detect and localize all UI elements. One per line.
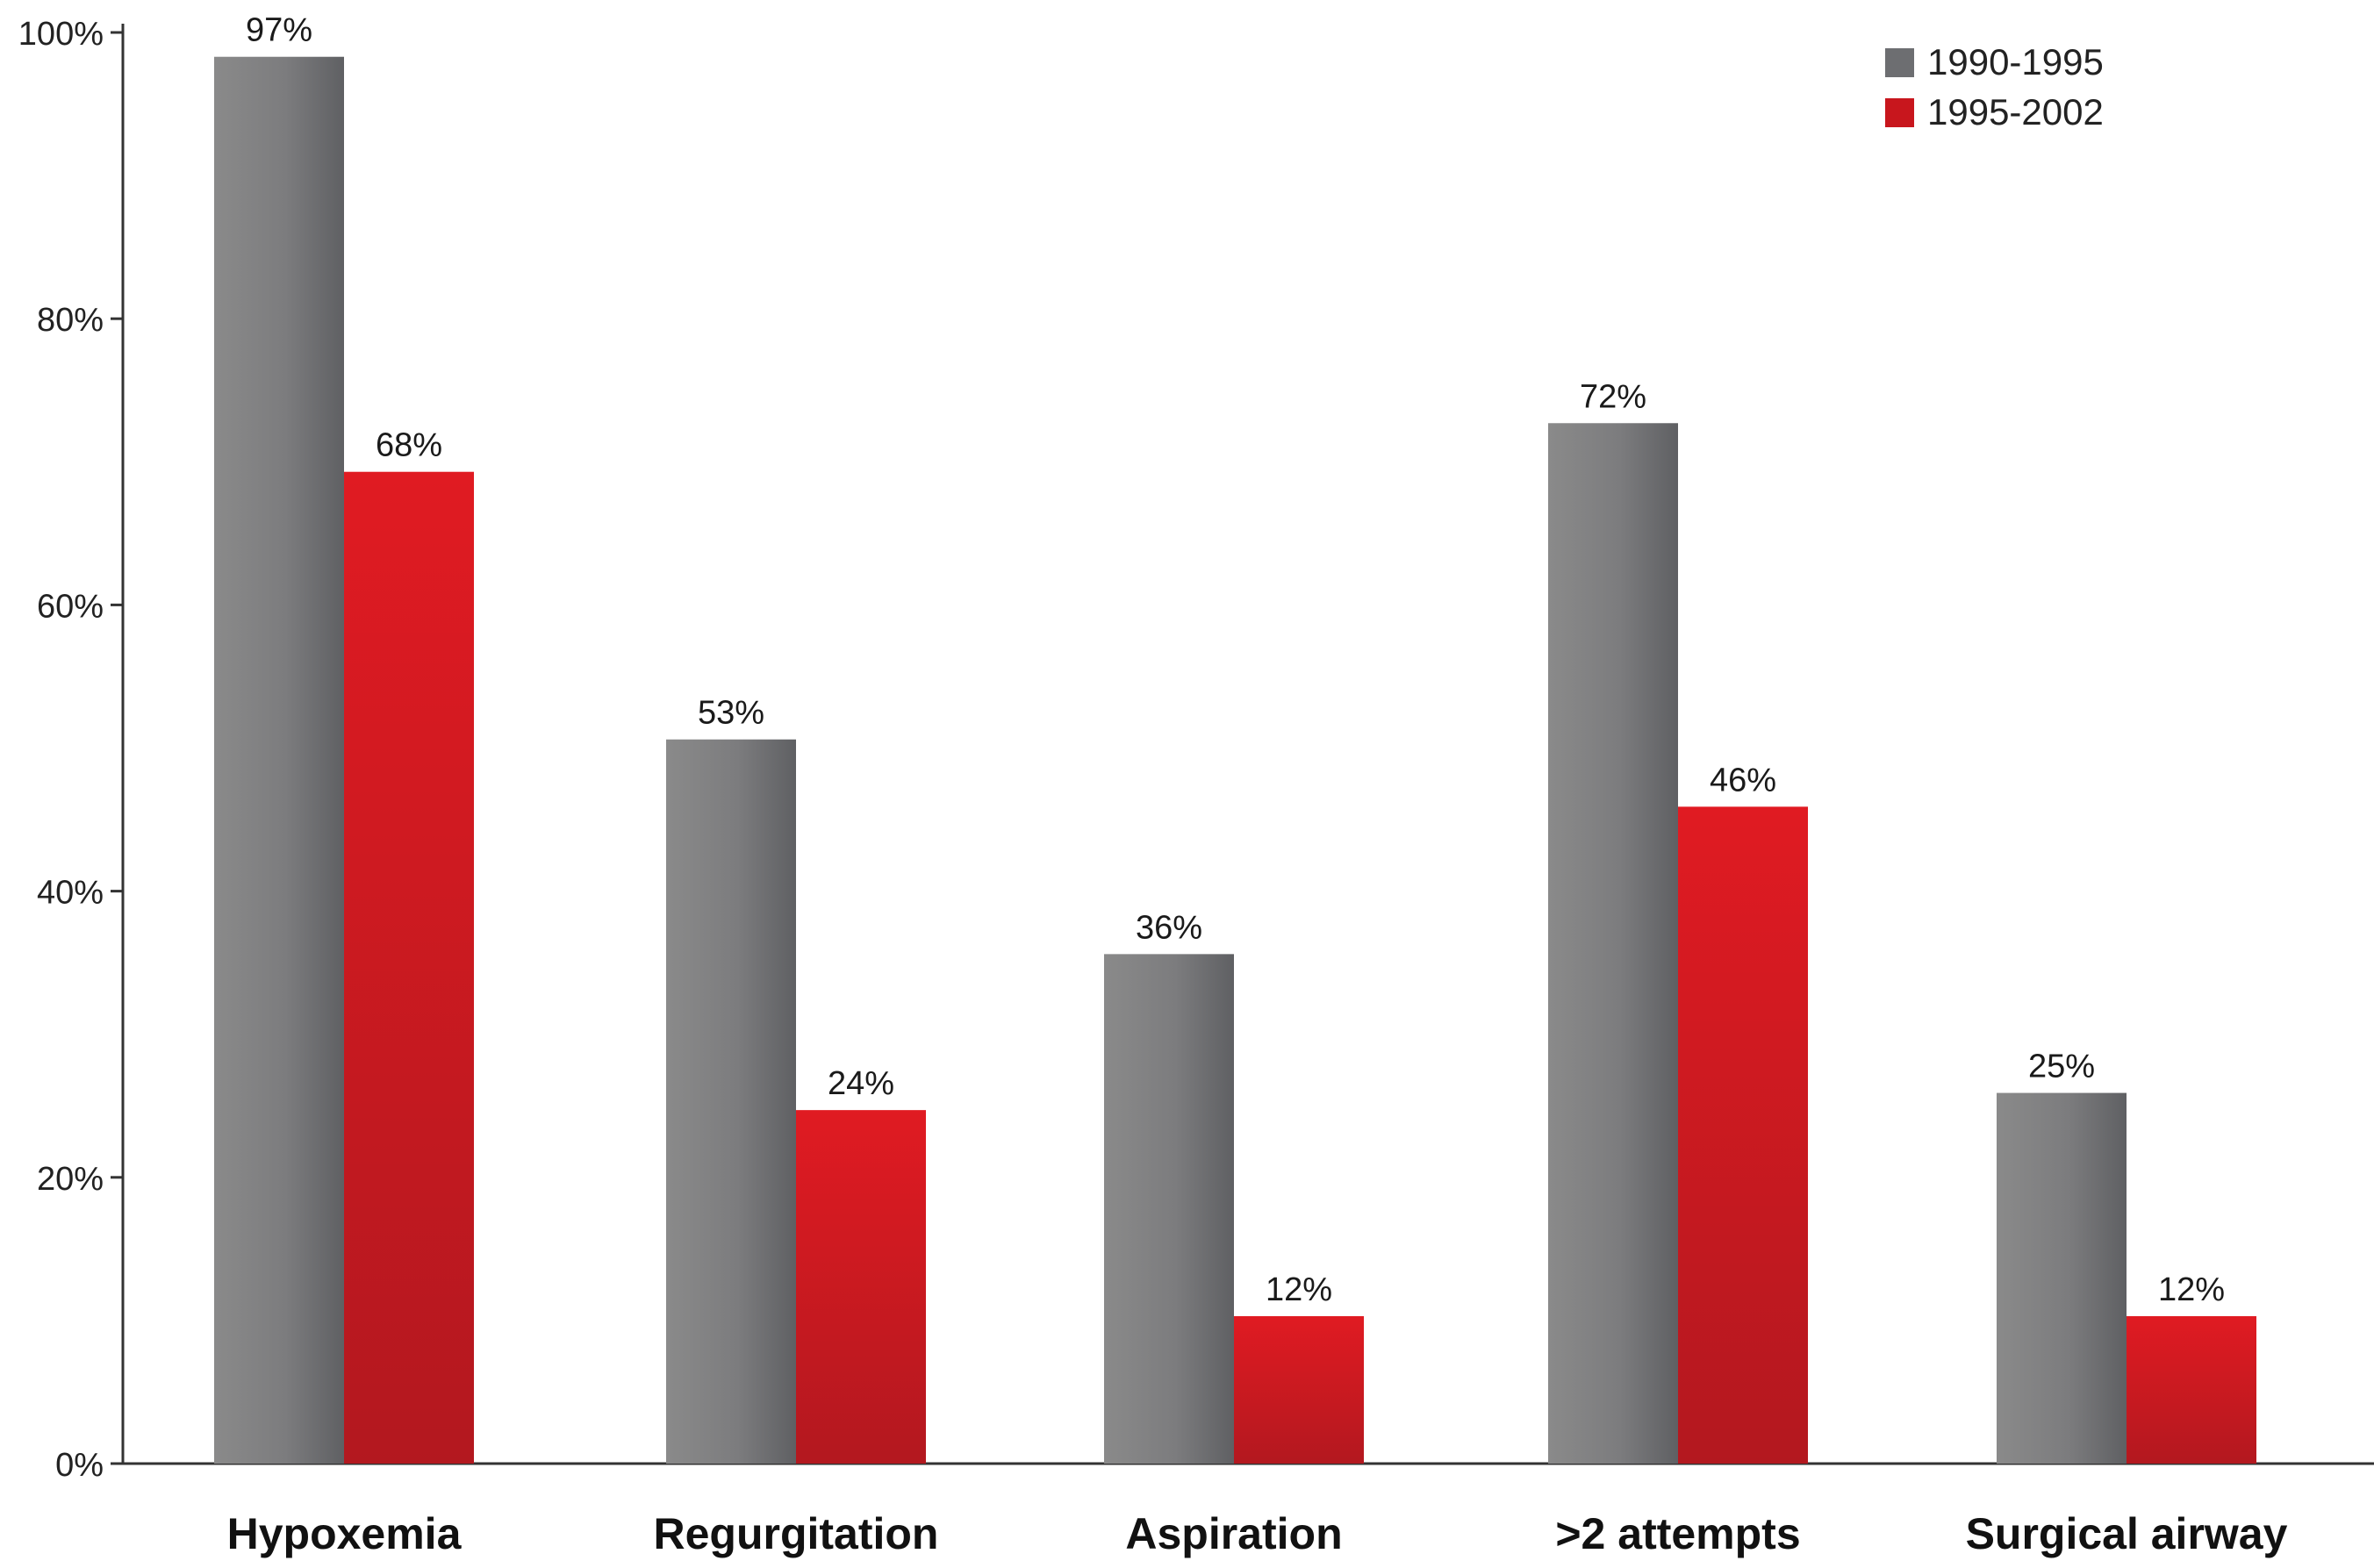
bar-1995-2002 xyxy=(796,1110,926,1464)
data-label: 53% xyxy=(698,695,764,732)
bar-1995-2002 xyxy=(2127,1316,2256,1464)
y-tick-label: 80% xyxy=(37,302,104,339)
y-tick-label: 20% xyxy=(37,1161,104,1198)
legend-label: 1995-2002 xyxy=(1927,91,2104,132)
bar-1990-1995 xyxy=(214,56,344,1464)
data-label: 24% xyxy=(828,1065,894,1102)
x-category-label: Surgical airway xyxy=(1966,1509,2288,1558)
data-label: 46% xyxy=(1710,762,1776,798)
x-category-label: Hypoxemia xyxy=(227,1509,463,1558)
bar-1995-2002 xyxy=(1234,1316,1364,1464)
bar-1990-1995 xyxy=(1548,423,1678,1464)
labels: 0% 20% 40% 60% 80% 100% 97% 53% 36% 72% 25% 68% 24% 1… xyxy=(18,12,2288,1558)
data-label: 36% xyxy=(1136,909,1202,946)
y-tick-label: 60% xyxy=(37,588,104,625)
data-label: 12% xyxy=(1266,1271,1332,1308)
data-label: 97% xyxy=(246,12,312,49)
legend-swatch xyxy=(1885,48,1914,77)
y-tick-label: 100% xyxy=(18,16,104,53)
bar-1990-1995 xyxy=(666,739,796,1464)
bar-1990-1995 xyxy=(1997,1092,2127,1464)
x-category-label: Aspiration xyxy=(1125,1509,1342,1558)
bars xyxy=(214,56,2256,1464)
data-label: 25% xyxy=(2028,1049,2095,1085)
x-category-label: Regurgitation xyxy=(654,1509,939,1558)
x-category-label: >2 attempts xyxy=(1555,1509,1800,1558)
bar-1995-2002 xyxy=(344,471,474,1464)
legend-swatch xyxy=(1885,98,1914,127)
y-tick-label: 0% xyxy=(55,1447,104,1484)
legend: 1990-1995 1995-2002 xyxy=(1885,41,2104,132)
data-label: 12% xyxy=(2158,1271,2225,1308)
legend-label: 1990-1995 xyxy=(1927,41,2104,82)
data-label: 68% xyxy=(376,427,442,464)
y-tick-label: 40% xyxy=(37,875,104,912)
data-label: 72% xyxy=(1580,378,1646,415)
bar-1995-2002 xyxy=(1678,806,1808,1464)
bar-1990-1995 xyxy=(1104,954,1234,1464)
